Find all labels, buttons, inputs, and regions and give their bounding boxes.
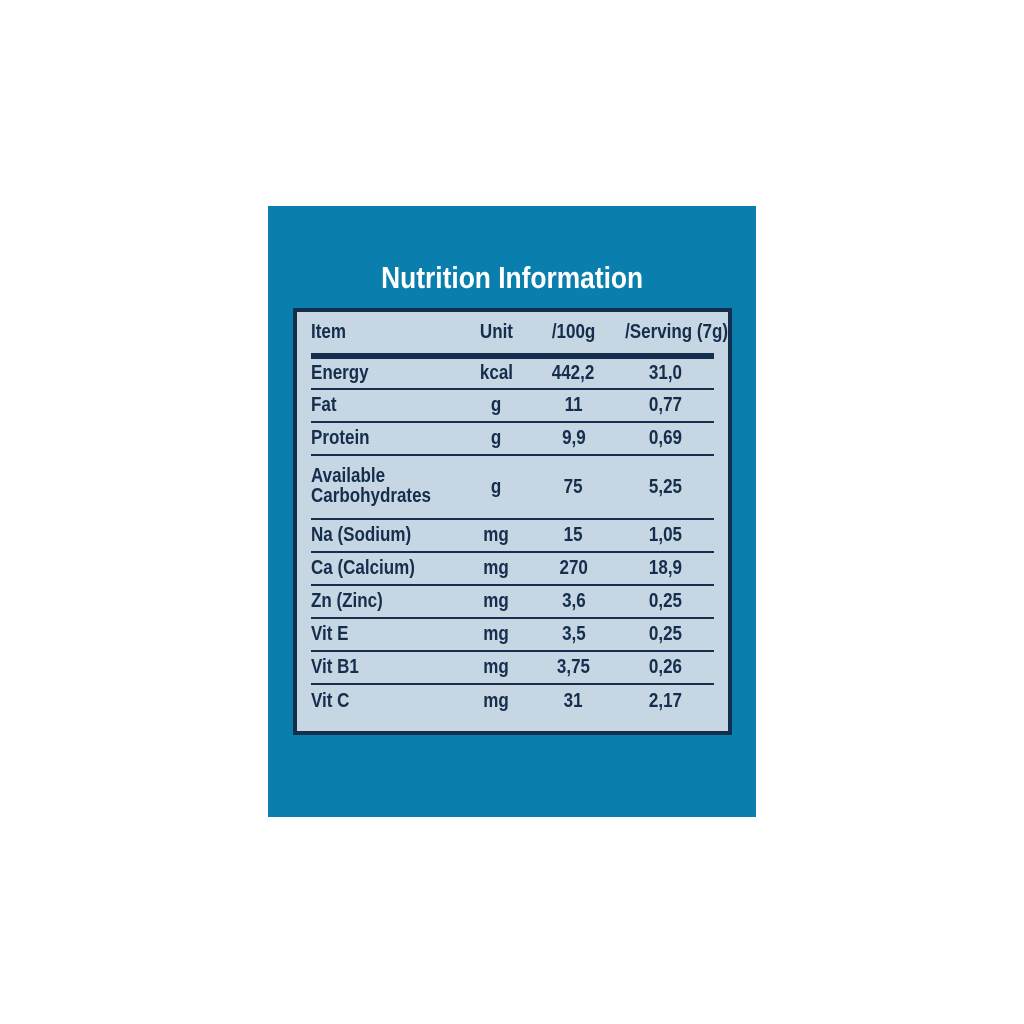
table-row-sodium: Na (Sodium) mg 15 1,05 bbox=[311, 519, 714, 553]
panel-title: Nutrition Information bbox=[268, 258, 756, 298]
row-unit: g bbox=[461, 455, 531, 520]
table-row-vit-c: Vit C mg 31 2,17 bbox=[311, 684, 714, 717]
row-unit: g bbox=[461, 389, 531, 423]
row-item-label: Vit C bbox=[311, 689, 350, 712]
col-header-per-serving: /Serving (7g) bbox=[616, 312, 728, 359]
row-item-label: Vit E bbox=[311, 618, 461, 652]
row-item-label: Protein bbox=[311, 422, 461, 456]
row-per100g: 270 bbox=[531, 552, 616, 586]
row-unit: mg bbox=[461, 585, 531, 619]
row-item-label: Vit B1 bbox=[311, 651, 461, 685]
nutrition-table: Item Unit /100g /Serving (7g) Energy kca… bbox=[293, 308, 732, 735]
row-per100g: 3,6 bbox=[531, 585, 616, 619]
row-per-serving: 0,69 bbox=[616, 422, 714, 456]
table-row-fat: Fat g 11 0,77 bbox=[311, 389, 714, 423]
row-per-serving: 0,26 bbox=[616, 651, 714, 685]
nutrition-panel: Nutrition Information Item Unit /100g /S… bbox=[268, 206, 756, 817]
row-per100g: 442,2 bbox=[531, 356, 616, 390]
row-per-serving: 31,0 bbox=[616, 356, 714, 390]
row-per100g: 15 bbox=[531, 519, 616, 553]
row-per-serving: 2,17 bbox=[648, 689, 682, 712]
row-per-serving: 5,25 bbox=[616, 455, 714, 520]
row-per100g: 3,5 bbox=[531, 618, 616, 652]
row-item-label: Fat bbox=[311, 389, 461, 423]
row-unit: mg bbox=[461, 651, 531, 685]
row-unit: mg bbox=[461, 519, 531, 553]
row-item-label: Na (Sodium) bbox=[311, 519, 461, 553]
table-row-vit-e: Vit E mg 3,5 0,25 bbox=[311, 618, 714, 652]
table-row-zinc: Zn (Zinc) mg 3,6 0,25 bbox=[311, 585, 714, 619]
row-unit: mg bbox=[461, 552, 531, 586]
table-header-row: Item Unit /100g /Serving (7g) bbox=[311, 312, 728, 359]
row-per-serving: 0,25 bbox=[616, 618, 714, 652]
table-row-protein: Protein g 9,9 0,69 bbox=[311, 422, 714, 456]
row-per100g: 31 bbox=[564, 689, 583, 712]
col-header-item: Item bbox=[311, 312, 461, 359]
row-item-label: Available Carbohydrates bbox=[311, 455, 461, 520]
row-per-serving: 0,25 bbox=[616, 585, 714, 619]
row-per100g: 75 bbox=[531, 455, 616, 520]
row-unit: kcal bbox=[461, 356, 531, 390]
row-per100g: 11 bbox=[531, 389, 616, 423]
table-row-carbohydrates: Available Carbohydrates g 75 5,25 bbox=[311, 455, 714, 520]
row-per100g: 9,9 bbox=[531, 422, 616, 456]
col-header-unit: Unit bbox=[461, 312, 531, 359]
table-row-energy: Energy kcal 442,2 31,0 bbox=[311, 356, 714, 390]
table-row-vit-b1: Vit B1 mg 3,75 0,26 bbox=[311, 651, 714, 685]
panel-title-text: Nutrition Information bbox=[380, 260, 643, 295]
row-per-serving: 1,05 bbox=[616, 519, 714, 553]
row-item-label: Energy bbox=[311, 356, 461, 390]
row-per-serving: 0,77 bbox=[616, 389, 714, 423]
row-item-label: Zn (Zinc) bbox=[311, 585, 461, 619]
row-unit: mg bbox=[461, 618, 531, 652]
col-header-per100g: /100g bbox=[531, 312, 616, 359]
nutrition-table-grid: Item Unit /100g /Serving (7g) Energy kca… bbox=[311, 312, 728, 717]
row-item-label: Ca (Calcium) bbox=[311, 552, 461, 586]
row-unit: mg bbox=[483, 689, 509, 712]
table-row-calcium: Ca (Calcium) mg 270 18,9 bbox=[311, 552, 714, 586]
row-unit: g bbox=[461, 422, 531, 456]
row-per-serving: 18,9 bbox=[616, 552, 714, 586]
row-per100g: 3,75 bbox=[531, 651, 616, 685]
